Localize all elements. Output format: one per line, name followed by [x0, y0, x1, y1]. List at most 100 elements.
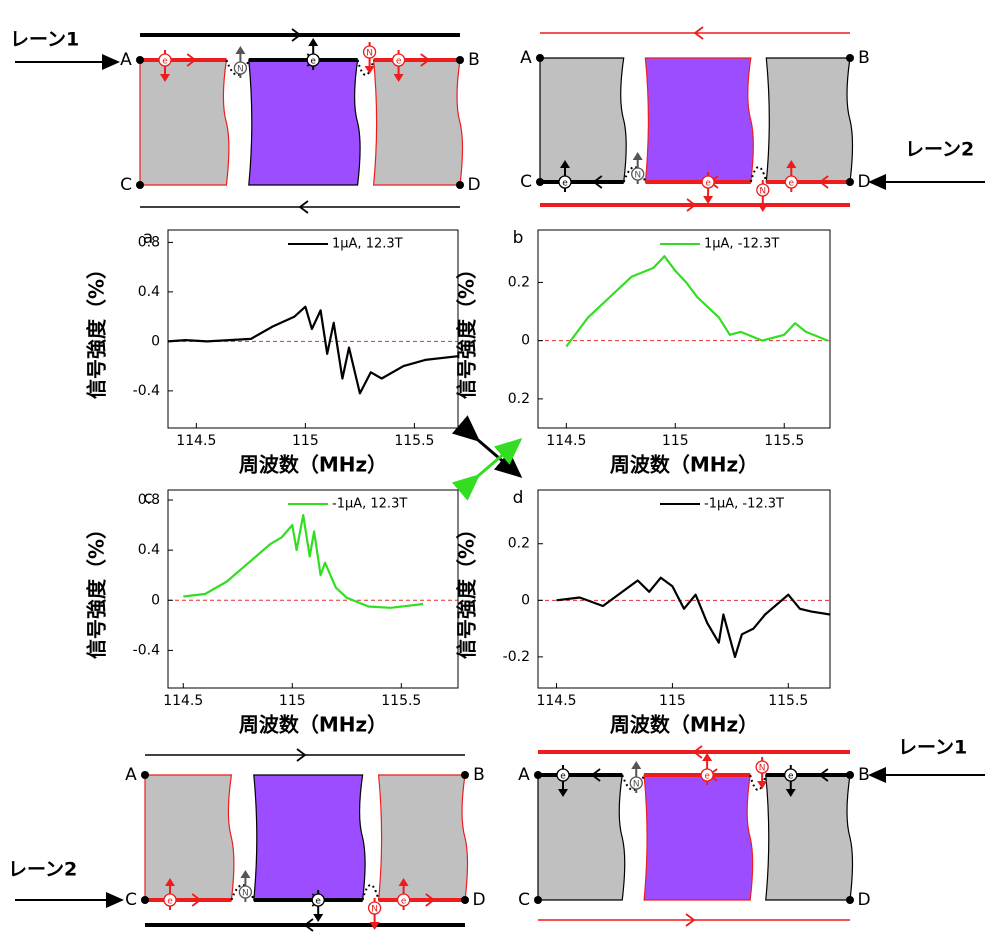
corner-label: C — [120, 175, 132, 195]
data-line — [565, 255, 829, 348]
data-line — [167, 305, 459, 395]
symbol-label: N — [634, 171, 641, 181]
corner-label: D — [857, 172, 870, 192]
symbol-circle — [238, 885, 253, 899]
symbol-label: N — [633, 780, 640, 790]
symbol-circle — [311, 893, 325, 907]
y-tick-label: 0.2 — [508, 274, 530, 290]
corner-label: D — [472, 890, 485, 910]
contact — [534, 771, 542, 779]
spin-head — [313, 914, 324, 922]
spin-head — [757, 781, 768, 789]
plot-frame — [537, 229, 831, 429]
corner-label: B — [858, 48, 870, 68]
contact — [461, 896, 469, 904]
symbol-circle — [756, 183, 770, 197]
symbol-circle — [163, 893, 177, 907]
panel-letter: b — [513, 228, 524, 248]
flow-arrow — [303, 918, 314, 932]
plot-frame — [167, 489, 459, 689]
flow-arrow — [590, 768, 601, 782]
y-axis-label: 信号強度（%） — [85, 259, 109, 399]
spin-head — [786, 160, 797, 168]
symbol-label: e — [704, 772, 710, 782]
y-tick-label: -0.4 — [133, 642, 160, 658]
flow-arrow — [693, 26, 704, 40]
corner-label: D — [467, 175, 480, 195]
x-tick-label: 115.5 — [768, 693, 808, 709]
flow-arrow — [818, 768, 829, 782]
contact — [534, 896, 542, 904]
spin-head — [308, 38, 319, 46]
contact — [136, 181, 144, 189]
flow-arrow — [296, 748, 307, 762]
x-tick-label: 115.5 — [394, 433, 434, 449]
x-tick-label: 115 — [292, 433, 319, 449]
spin-head — [560, 160, 570, 168]
tunnel-path — [749, 166, 768, 183]
x-axis-label: 周波数（MHz） — [610, 713, 758, 737]
y-tick-label: 0.4 — [138, 284, 160, 300]
symbol-label: e — [167, 897, 173, 907]
symbol-label: N — [759, 764, 766, 774]
corner-label: A — [520, 48, 532, 68]
edge-diagram: A B C De e e N N レーン2 — [8, 748, 486, 932]
spin-head — [165, 878, 175, 886]
symbol-circle — [701, 175, 715, 189]
data-line — [183, 514, 424, 609]
flow-arrow — [298, 200, 309, 214]
flow-arrow — [291, 28, 302, 42]
panel-letter: d — [513, 488, 524, 508]
legend-label: 1μA, -12.3T — [704, 237, 779, 252]
symbol-circle — [306, 53, 320, 67]
y-tick-label: 0 — [151, 333, 160, 349]
flow-arrow — [420, 53, 431, 67]
tunnel-path — [361, 884, 380, 901]
topological-region — [643, 774, 754, 901]
contact — [461, 771, 469, 779]
flow-arrow — [425, 893, 436, 907]
corner-label: D — [857, 890, 870, 910]
corner-label: A — [518, 765, 530, 785]
spin-head — [632, 152, 643, 160]
symbol-circle — [784, 175, 798, 189]
symbol-label: e — [788, 772, 794, 782]
contact — [846, 896, 854, 904]
edge-diagram: A B C De e e N N レーン2 — [520, 26, 985, 212]
y-axis-label: 信号強度（%） — [455, 259, 479, 399]
y-tick-label: 0.2 — [508, 391, 530, 407]
symbol-label: e — [789, 179, 795, 189]
spin-head — [631, 761, 642, 769]
y-tick-label: -0.4 — [133, 383, 160, 399]
x-tick-label: 115 — [662, 433, 689, 449]
symbol-label: N — [237, 65, 244, 75]
symbol-label: e — [401, 897, 407, 907]
x-tick-label: 115.5 — [381, 693, 421, 709]
symbol-circle — [558, 175, 572, 189]
symbol-circle — [629, 776, 643, 790]
y-tick-label: 0 — [521, 592, 530, 608]
contact — [141, 896, 149, 904]
spin-head — [757, 204, 768, 212]
y-tick-label: 0 — [521, 333, 530, 349]
tunnel-path — [356, 59, 375, 76]
symbol-circle — [391, 53, 406, 67]
symbol-label: e — [162, 57, 168, 67]
plot-frame — [167, 229, 459, 429]
contact — [846, 54, 854, 62]
y-tick-label: 0.4 — [138, 542, 160, 558]
spin-head — [235, 46, 246, 54]
lane-label: レーン2 — [905, 139, 974, 161]
flow-arrow — [191, 893, 202, 907]
x-tick-label: 115 — [659, 693, 686, 709]
topological-region — [253, 774, 366, 901]
symbol-circle — [367, 901, 382, 915]
edge-diagram: A B C De e e N N レーン1 — [10, 28, 481, 214]
legend-label: -1μA, 12.3T — [332, 497, 407, 512]
edge-diagram: A B C De e e N N レーン1 — [518, 737, 985, 927]
x-tick-label: 114.5 — [546, 433, 586, 449]
legend-label: -1μA, -12.3T — [704, 497, 784, 512]
symbol-label: N — [371, 905, 378, 915]
flow-arrow — [186, 53, 197, 67]
